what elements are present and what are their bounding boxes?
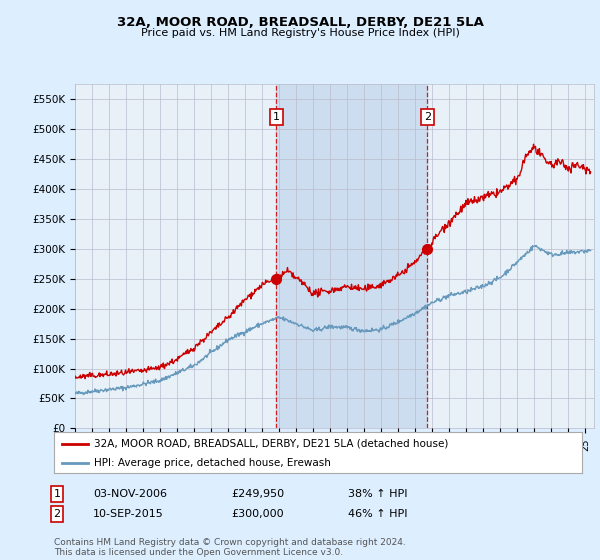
Bar	[277, 84, 427, 428]
Text: 46% ↑ HPI: 46% ↑ HPI	[348, 509, 407, 519]
Text: Contains HM Land Registry data © Crown copyright and database right 2024.
This d: Contains HM Land Registry data © Crown c…	[54, 538, 406, 557]
Text: £300,000: £300,000	[231, 509, 284, 519]
Text: 03-NOV-2006: 03-NOV-2006	[93, 489, 167, 499]
Text: 1: 1	[273, 112, 280, 122]
Text: 2: 2	[424, 112, 431, 122]
Text: 1: 1	[53, 489, 61, 499]
Text: 38% ↑ HPI: 38% ↑ HPI	[348, 489, 407, 499]
Text: HPI: Average price, detached house, Erewash: HPI: Average price, detached house, Erew…	[94, 458, 331, 468]
Text: 10-SEP-2015: 10-SEP-2015	[93, 509, 164, 519]
Text: Price paid vs. HM Land Registry's House Price Index (HPI): Price paid vs. HM Land Registry's House …	[140, 28, 460, 38]
Text: 2: 2	[53, 509, 61, 519]
Text: 32A, MOOR ROAD, BREADSALL, DERBY, DE21 5LA (detached house): 32A, MOOR ROAD, BREADSALL, DERBY, DE21 5…	[94, 439, 448, 449]
Text: 32A, MOOR ROAD, BREADSALL, DERBY, DE21 5LA: 32A, MOOR ROAD, BREADSALL, DERBY, DE21 5…	[116, 16, 484, 29]
Text: £249,950: £249,950	[231, 489, 284, 499]
